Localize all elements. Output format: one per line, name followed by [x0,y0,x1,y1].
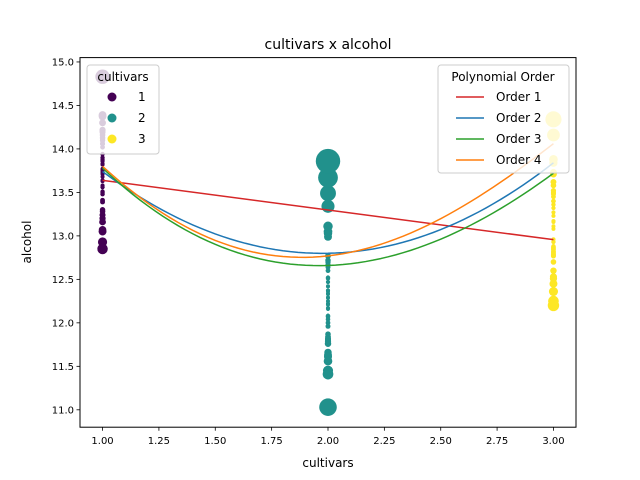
scatter-point-cultivar-2 [325,306,331,312]
scatter-point-cultivar-3 [550,178,557,185]
scatter-point-cultivar-3 [551,219,556,224]
scatter-point-cultivar-3 [549,279,558,288]
scatter-point-cultivar-3 [550,188,557,194]
cultivars-legend-label: 3 [138,132,146,146]
scatter-point-cultivar-3 [550,259,557,265]
scatter-point-cultivar-1 [100,185,105,190]
cultivars-legend-marker [107,92,117,102]
fit-line-order-3 [102,167,554,267]
cultivars-legend-box [86,64,160,155]
x-tick-label: 1.50 [204,436,226,447]
scatter-point-cultivar-3 [551,205,556,211]
scatter-point-cultivar-2 [325,323,331,329]
x-axis-label: cultivars [302,456,353,470]
fit-line-order-1 [102,179,554,241]
scatter-point-cultivar-2 [325,288,331,293]
polynomial-legend-label: Order 3 [496,132,542,146]
x-tick-label: 2.50 [430,436,452,447]
scatter-point-cultivar-1 [99,218,106,226]
y-tick-label: 13.5 [52,188,74,199]
x-tick-label: 1.75 [261,436,283,447]
x-tick-label: 2.75 [486,436,508,447]
chart-title: cultivars x alcohol [265,37,392,53]
cultivars-legend-label: 1 [138,90,146,104]
scatter-point-cultivar-3 [551,198,556,204]
x-axis: 1.00 1.25 1.50 1.75 2.00 2.25 2.50 2.75 3.00 [91,427,565,447]
cultivars-legend-label: 2 [138,111,146,125]
scatter-point-cultivar-1 [100,174,105,179]
scatter-point-cultivar-2 [325,317,331,322]
scatter-point-cultivar-3 [550,253,557,259]
polynomial-legend-label: Order 2 [496,111,542,125]
y-tick-label: 14.0 [52,144,74,155]
scatter-point-cultivar-2 [326,295,330,300]
cultivars-legend-marker [107,113,117,123]
x-tick-label: 1.25 [148,436,170,447]
x-tick-label: 2.00 [317,436,339,447]
cultivars-legend-marker [107,134,117,144]
polynomial-order-legend: Polynomial Order Order 1 Order 2 Order 3 Or… [437,64,570,174]
scatter-point-cultivar-1 [100,199,105,205]
scatter-point-cultivar-3 [551,226,556,231]
scatter-point-cultivar-1 [97,237,108,247]
scatter-point-cultivar-2 [315,148,341,174]
x-tick-label: 1.00 [91,436,113,447]
y-axis-label: alcohol [20,221,34,264]
scatter-point-cultivar-3 [548,286,558,297]
scatter-point-cultivar-2 [325,275,331,280]
scatter-point-cultivar-3 [551,213,556,218]
cultivars-legend-title: cultivars [97,70,148,84]
scatter-point-cultivar-3 [550,267,557,274]
y-tick-label: 12.0 [52,318,74,329]
scatter-point-cultivar-3 [551,239,556,245]
cultivars-legend: cultivars 1 2 3 [86,64,160,155]
y-axis: 11.0 11.5 12.0 12.5 13.0 13.5 14.0 14.5 15.0 [52,57,80,416]
scatter-point-cultivar-2 [325,302,331,307]
scatter-point-cultivar-3 [547,299,560,312]
y-tick-label: 13.0 [52,231,74,242]
y-tick-label: 14.5 [52,101,74,112]
scatter-point-cultivar-2 [325,268,331,274]
y-tick-label: 12.5 [52,275,74,286]
scatter-point-cultivar-1 [100,191,105,197]
scatter-point-cultivar-1 [98,227,107,236]
y-tick-label: 11.5 [52,362,74,373]
y-tick-label: 15.0 [52,57,74,68]
scatter-point-cultivar-2 [325,257,331,263]
scatter-point-cultivar-2 [323,221,333,232]
polynomial-order-legend-box [437,64,570,174]
polynomial-legend-label: Order 4 [496,153,542,167]
scatter-point-cultivar-2 [320,185,336,202]
scatter-point-cultivar-2 [323,356,333,366]
scatter-point-cultivar-3 [551,202,556,207]
fit-line-order-4 [102,143,554,259]
x-tick-label: 3.00 [542,436,564,447]
scatter-point-cultivar-1 [97,243,108,255]
scatter-point-cultivar-1 [100,155,105,160]
scatter-point-cultivar-2 [318,167,338,188]
scatter-point-cultivar-2 [325,320,331,326]
y-tick-label: 11.0 [52,405,74,416]
fit-line-order-2 [102,162,554,255]
scatter-point-cultivar-2 [322,368,334,380]
x-tick-label: 2.25 [373,436,395,447]
scatter-point-cultivar-2 [319,398,337,416]
polynomial-legend-label: Order 1 [496,90,542,104]
scatter-point-cultivar-2 [324,340,332,347]
fit-line-layer [102,143,554,267]
polynomial-order-legend-title: Polynomial Order [451,70,554,84]
scatter-point-cultivar-2 [325,284,331,289]
scatter-point-cultivar-3 [551,210,556,215]
scatter-point-cultivar-2 [325,279,331,285]
